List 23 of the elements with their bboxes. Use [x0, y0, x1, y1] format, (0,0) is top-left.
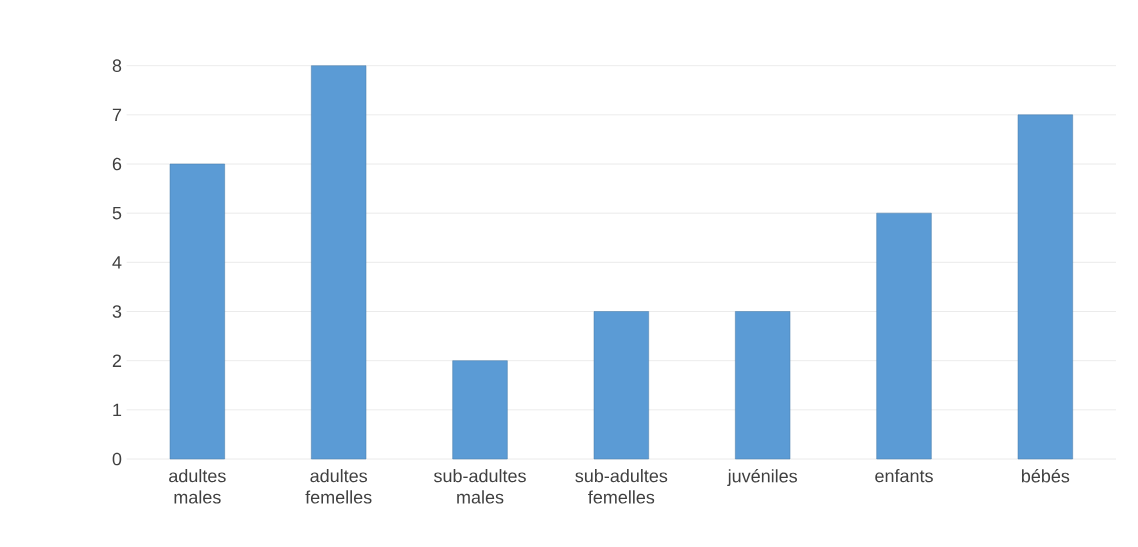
y-tick-label: 2 [112, 354, 122, 367]
bar [311, 65, 367, 460]
y-tick-label: 1 [113, 403, 122, 417]
y-tick-label: 5 [112, 206, 122, 220]
x-tick-label: bébés [1021, 469, 1070, 483]
bar [735, 311, 791, 460]
x-tick-label: adultes males [169, 469, 226, 504]
y-tick-label: 3 [112, 305, 122, 318]
bar [169, 163, 225, 460]
x-tick-label: sub-adultes males [433, 469, 526, 504]
bar [1017, 114, 1073, 460]
bar [593, 311, 649, 460]
y-tick-label: 4 [112, 256, 122, 269]
y-tick-label: 6 [112, 157, 122, 171]
x-tick-label: juvéniles [727, 469, 798, 487]
y-tick-label: 8 [112, 59, 122, 73]
bar [452, 360, 508, 460]
x-tick-label: adultes femelles [305, 469, 372, 504]
x-tick-label: sub-adultes femelles [575, 469, 668, 504]
x-tick-label: enfants [875, 469, 933, 483]
y-tick-label: 0 [112, 452, 122, 466]
y-tick-label: 7 [112, 108, 122, 122]
bar [876, 212, 932, 460]
